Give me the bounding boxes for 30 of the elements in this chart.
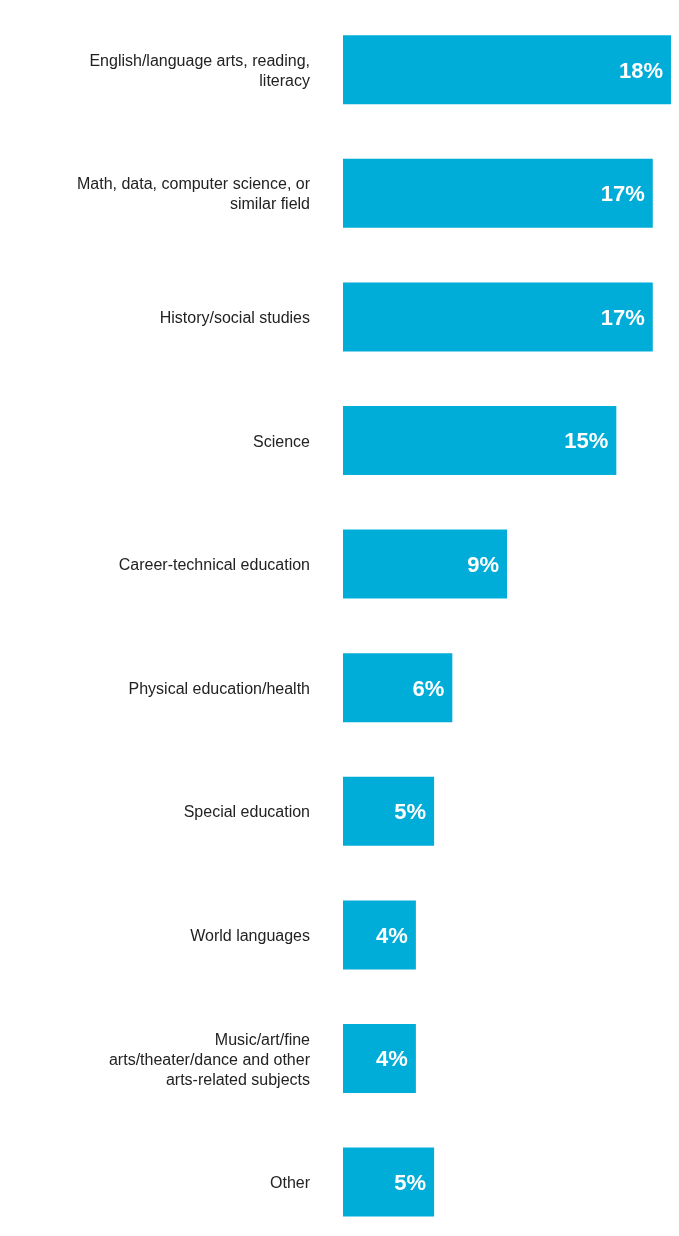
bar xyxy=(343,158,653,228)
bar xyxy=(343,282,653,352)
bar xyxy=(343,900,416,970)
data-label: 4% xyxy=(376,1046,408,1072)
y-tick-label: World languages xyxy=(190,927,310,944)
data-label: 17% xyxy=(600,304,645,330)
y-tick-label: Career-technical education xyxy=(118,556,310,574)
data-label: 15% xyxy=(564,428,609,454)
y-tick-label: Math, data, computer science, or similar field xyxy=(77,175,311,213)
data-label: 4% xyxy=(376,922,408,948)
data-label: 5% xyxy=(394,1169,427,1195)
y-tick-label: Other xyxy=(269,1174,311,1192)
data-label: 9% xyxy=(467,551,499,577)
data-label: 18% xyxy=(618,57,663,83)
y-tick-label: Science xyxy=(253,432,311,450)
bar xyxy=(343,35,671,105)
y-tick-label: Special education xyxy=(183,803,310,821)
y-tick-label: Music/art/fine arts/theater/dance and other arts-related subjects xyxy=(108,1030,311,1088)
y-tick-label: History/social studies xyxy=(159,309,310,326)
bar xyxy=(343,1023,416,1093)
data-label: 17% xyxy=(600,181,645,207)
data-label: 6% xyxy=(412,675,445,701)
y-tick-label: Physical education/health xyxy=(128,679,310,697)
bar xyxy=(343,1147,435,1217)
bar xyxy=(343,776,435,846)
bar xyxy=(343,529,507,599)
bar xyxy=(343,405,617,475)
data-label: 5% xyxy=(394,799,427,825)
y-tick-label: English/language arts, reading, literacy xyxy=(89,51,310,89)
bar xyxy=(343,653,453,723)
